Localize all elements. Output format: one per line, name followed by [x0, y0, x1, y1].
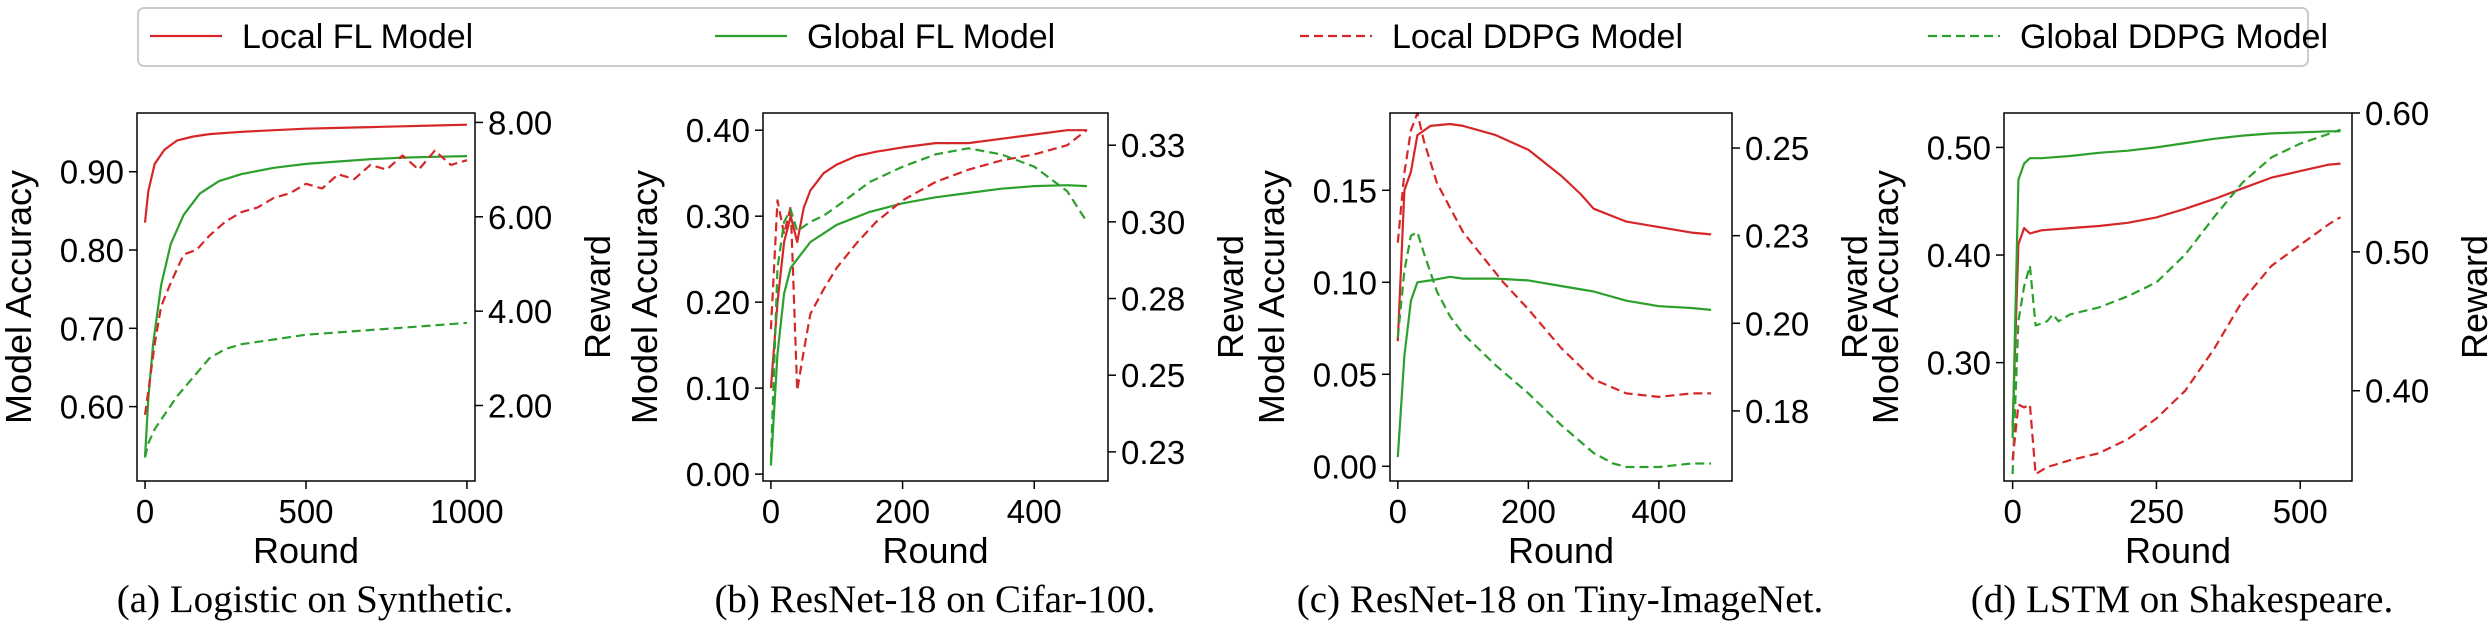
x-tick-label: 0	[762, 493, 780, 530]
y-axis-label: Model Accuracy	[1251, 170, 1292, 424]
series-global-fl-model	[2011, 130, 2341, 439]
chart-panel-2: 0 200 400 0.00 0.10 0.20 0.30 0.40 0.23 0.25 0.28 0…	[624, 112, 1251, 621]
y-tick-label: 0.10	[1313, 264, 1377, 301]
plot-frame	[2003, 112, 2353, 482]
y2-tick-label: 0.40	[2365, 373, 2429, 410]
y2-tick-label: 0.33	[1121, 127, 1185, 164]
y-axis-label: Model Accuracy	[624, 170, 665, 424]
y2-tick-label: 0.60	[2365, 95, 2429, 132]
series-global-ddpg-model	[1396, 231, 1712, 469]
y2-axis-label: Reward	[1834, 235, 1875, 359]
x-tick-label: 500	[2273, 493, 2328, 530]
y-tick-label: 0.20	[686, 284, 750, 321]
panel-caption: (c) ResNet-18 on Tiny-ImageNet.	[1297, 578, 1823, 621]
x-axis-label: Round	[2125, 530, 2231, 571]
panel-caption: (b) ResNet-18 on Cifar-100.	[714, 578, 1155, 621]
plot-frame	[1389, 112, 1733, 482]
y-tick-label: 0.30	[686, 198, 750, 235]
panel-caption: (d) LSTM on Shakespeare.	[1971, 578, 2393, 621]
chart-panel-3: 0 200 400 0.00 0.05 0.10 0.15 0.18 0.20 0.23 0.25 R…	[1251, 112, 1875, 621]
x-tick-label: 500	[278, 493, 333, 530]
y2-tick-label: 6.00	[488, 199, 552, 236]
x-tick-label: 0	[136, 493, 154, 530]
series-local-ddpg-model	[1396, 113, 1712, 398]
y-axis-label: Model Accuracy	[1865, 170, 1906, 424]
legend-label-2: Global FL Model	[807, 18, 1055, 56]
y-tick-label: 0.10	[686, 370, 750, 407]
series-global-fl-model	[1396, 275, 1712, 458]
y-tick-label: 0.30	[1927, 345, 1991, 382]
y2-tick-label: 0.25	[1745, 130, 1809, 167]
y2-tick-label: 0.28	[1121, 281, 1185, 318]
chart-panels: 0 500 1000 0.60 0.70 0.80 0.90 2.00 4.00 6.00 8.00…	[0, 95, 2489, 621]
series-global-fl-model	[769, 184, 1087, 466]
y2-tick-label: 0.25	[1121, 357, 1185, 394]
x-tick-label: 200	[875, 493, 930, 530]
y2-tick-label: 0.30	[1121, 204, 1185, 241]
x-tick-label: 0	[1389, 493, 1407, 530]
series-local-ddpg-model	[2011, 216, 2342, 476]
x-axis-label: Round	[882, 530, 988, 571]
y-tick-label: 0.00	[1313, 448, 1377, 485]
y-tick-label: 0.90	[60, 154, 124, 191]
series-global-fl-model	[143, 155, 468, 458]
y-tick-label: 0.40	[1927, 237, 1991, 274]
y2-axis-label: Reward	[1210, 235, 1251, 359]
series-local-fl-model	[143, 123, 468, 223]
y-tick-label: 0.05	[1313, 356, 1377, 393]
x-tick-label: 1000	[430, 493, 503, 530]
legend-label-4: Global DDPG Model	[2020, 18, 2328, 56]
legend-label-3: Local DDPG Model	[1392, 18, 1683, 56]
y-tick-label: 0.60	[60, 389, 124, 426]
series-local-fl-model	[2011, 162, 2341, 428]
y2-tick-label: 0.23	[1121, 434, 1185, 471]
series-global-ddpg-model	[769, 147, 1088, 462]
series-global-ddpg-model	[143, 321, 468, 458]
x-tick-label: 400	[1631, 493, 1686, 530]
panel-caption: (a) Logistic on Synthetic.	[117, 578, 513, 621]
plot-frame	[762, 112, 1109, 482]
y2-tick-label: 8.00	[488, 104, 552, 141]
y2-tick-label: 0.50	[2365, 234, 2429, 271]
series-local-fl-model	[1396, 122, 1712, 342]
x-tick-label: 200	[1501, 493, 1556, 530]
x-tick-label: 0	[2003, 493, 2021, 530]
y2-axis-label: Reward	[577, 235, 618, 359]
y-tick-label: 0.00	[686, 456, 750, 493]
plot-frame	[136, 112, 476, 482]
legend-label-1: Local FL Model	[242, 18, 473, 56]
x-axis-label: Round	[253, 530, 359, 571]
series-global-ddpg-model	[2011, 128, 2341, 475]
x-axis-label: Round	[1508, 530, 1614, 571]
legend-frame	[137, 7, 2309, 67]
series-local-fl-model	[769, 129, 1087, 389]
y-tick-label: 0.50	[1927, 129, 1991, 166]
y2-tick-label: 0.20	[1745, 305, 1809, 342]
y-tick-label: 0.80	[60, 232, 124, 269]
y2-tick-label: 2.00	[488, 388, 552, 425]
y-tick-label: 0.40	[686, 112, 750, 149]
series-local-ddpg-model	[769, 129, 1088, 392]
series-local-ddpg-model	[143, 149, 468, 416]
y-tick-label: 0.15	[1313, 172, 1377, 209]
y2-tick-label: 4.00	[488, 293, 552, 330]
y2-tick-label: 0.23	[1745, 218, 1809, 255]
y-tick-label: 0.70	[60, 310, 124, 347]
y2-axis-label: Reward	[2454, 235, 2489, 359]
y2-tick-label: 0.18	[1745, 393, 1809, 430]
y-axis-label: Model Accuracy	[0, 170, 39, 424]
x-tick-label: 250	[2129, 493, 2184, 530]
x-tick-label: 400	[1007, 493, 1062, 530]
chart-panel-1: 0 500 1000 0.60 0.70 0.80 0.90 2.00 4.00 6.00 8.00…	[0, 104, 618, 621]
legend: Local FL Model Global FL Model Local DDPG …	[137, 7, 2328, 67]
chart-panel-4: 0 250 500 0.30 0.40 0.50 0.40 0.50 0.60 Round Mode…	[1865, 95, 2489, 621]
